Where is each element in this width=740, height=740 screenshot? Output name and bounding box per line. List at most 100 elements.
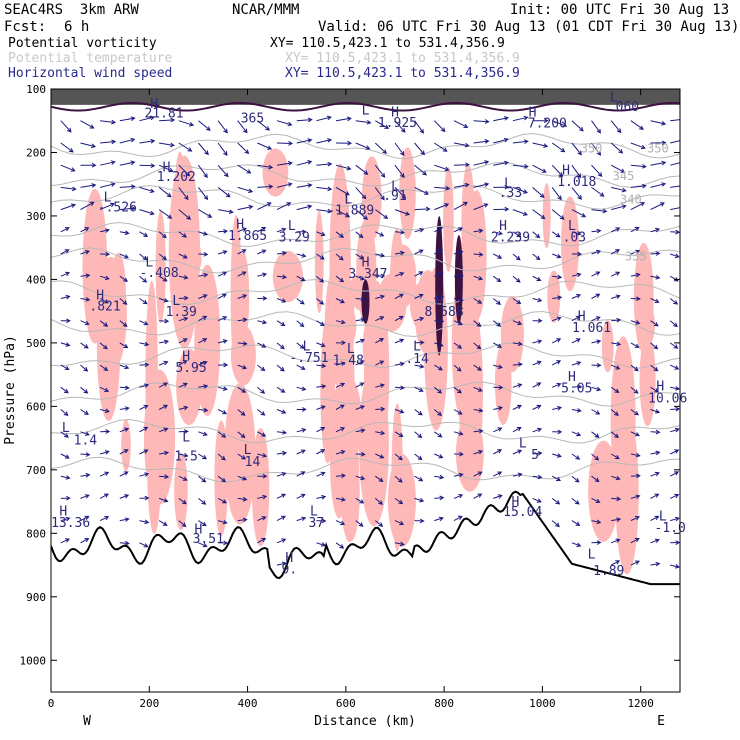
wind-arrow — [434, 227, 444, 233]
pv-shade-blob — [387, 453, 416, 548]
y-axis-title: Pressure (hPa) — [3, 335, 18, 445]
pv-label: L — [568, 219, 576, 234]
wind-arrow — [473, 139, 490, 144]
theta-contour — [51, 185, 680, 210]
wind-arrow — [650, 140, 667, 146]
wind-arrow — [198, 520, 207, 527]
wind-arrow — [512, 115, 529, 122]
wind-arrow — [335, 404, 345, 410]
wind-arrow — [60, 495, 71, 501]
wind-arrow — [139, 426, 149, 433]
wind-arrow — [99, 493, 109, 499]
wind-arrow — [80, 342, 89, 349]
wind-arrow — [630, 364, 639, 372]
wind-arrow — [355, 520, 364, 527]
pv-shade-blob — [329, 163, 351, 363]
wind-arrow — [670, 406, 680, 412]
wind-arrow — [493, 275, 502, 283]
theta-contour — [51, 456, 680, 483]
wind-arrow — [650, 160, 667, 166]
wind-arrow — [493, 137, 509, 144]
wind-arrow — [335, 361, 346, 366]
wind-arrow — [198, 498, 207, 505]
wind-arrow — [276, 472, 287, 477]
pv-shade-blob — [179, 236, 202, 280]
pv-label: L — [413, 340, 421, 355]
wind-arrow — [217, 497, 227, 504]
wind-arrow — [276, 364, 285, 372]
wind-arrow — [217, 293, 227, 299]
pv-shade-blob — [314, 210, 324, 314]
wind-arrow — [375, 383, 385, 388]
wind-arrow — [532, 275, 542, 281]
wind-arrow — [630, 494, 641, 500]
wind-arrow — [335, 382, 346, 388]
wind-arrow — [552, 429, 563, 435]
pv-label: 1.865 — [228, 229, 267, 244]
wind-arrow — [80, 538, 90, 544]
wind-arrow — [335, 340, 347, 346]
pv-label: .03 — [563, 230, 586, 245]
pv-shade-blob — [462, 188, 476, 339]
wind-arrow — [670, 427, 680, 433]
wind-arrow — [512, 362, 523, 367]
y-tick-label: 100 — [26, 83, 46, 96]
wind-arrow — [591, 386, 602, 392]
pv-shade-blob — [143, 369, 176, 505]
pv-label: 8.588 — [425, 305, 464, 320]
wind-arrow — [414, 186, 430, 195]
wind-arrow — [99, 471, 110, 477]
wind-arrow — [119, 494, 130, 499]
wind-arrow — [512, 298, 522, 305]
wind-arrow — [473, 275, 484, 281]
wind-arrow — [375, 294, 386, 300]
wind-arrow — [355, 428, 366, 433]
wind-arrow — [591, 164, 603, 177]
wind-arrow — [670, 564, 680, 569]
wind-arrow — [139, 542, 149, 548]
wind-arrow — [99, 182, 116, 188]
x-tick-label: 0 — [48, 697, 55, 710]
wind-arrow — [60, 516, 71, 522]
wind-arrow — [532, 474, 543, 480]
pv-label: .821 — [89, 300, 120, 315]
wind-arrow — [552, 274, 563, 280]
wind-arrow — [433, 120, 446, 133]
wind-arrow — [532, 427, 543, 433]
wind-arrow — [276, 515, 286, 522]
wind-arrow — [60, 538, 70, 544]
pv-label: L — [145, 256, 153, 271]
wind-arrow — [316, 471, 326, 477]
wind-arrow — [630, 227, 640, 233]
wind-arrow — [257, 538, 267, 544]
wind-arrow — [80, 142, 97, 149]
wind-arrow — [60, 249, 70, 255]
x-left-end-label: W — [83, 714, 91, 729]
wind-arrow — [119, 230, 130, 236]
wind-arrow — [355, 142, 371, 150]
wind-arrow — [453, 162, 470, 168]
wind-arrow — [355, 253, 365, 260]
wind-arrow — [178, 120, 195, 127]
wind-arrow — [611, 341, 622, 347]
wind-arrow — [237, 294, 248, 299]
wind-arrow — [492, 298, 502, 305]
wind-arrow — [551, 231, 561, 238]
pv-label: -.751 — [289, 351, 328, 366]
pv-label: H — [150, 97, 158, 112]
wind-arrow — [335, 450, 346, 455]
wind-arrow — [335, 473, 347, 479]
wind-arrow — [434, 272, 444, 277]
wind-arrow — [139, 253, 148, 261]
wind-arrow — [119, 449, 129, 455]
wind-arrow — [512, 427, 522, 433]
wind-arrow — [571, 120, 584, 132]
wind-arrow — [394, 497, 404, 505]
wind-arrow — [198, 187, 209, 201]
wind-arrow — [60, 120, 72, 133]
wind-arrow — [257, 142, 273, 150]
wind-arrow — [532, 164, 547, 173]
pv-shade-blob — [344, 315, 355, 503]
wind-arrow — [237, 249, 247, 255]
wind-arrow — [257, 342, 267, 348]
